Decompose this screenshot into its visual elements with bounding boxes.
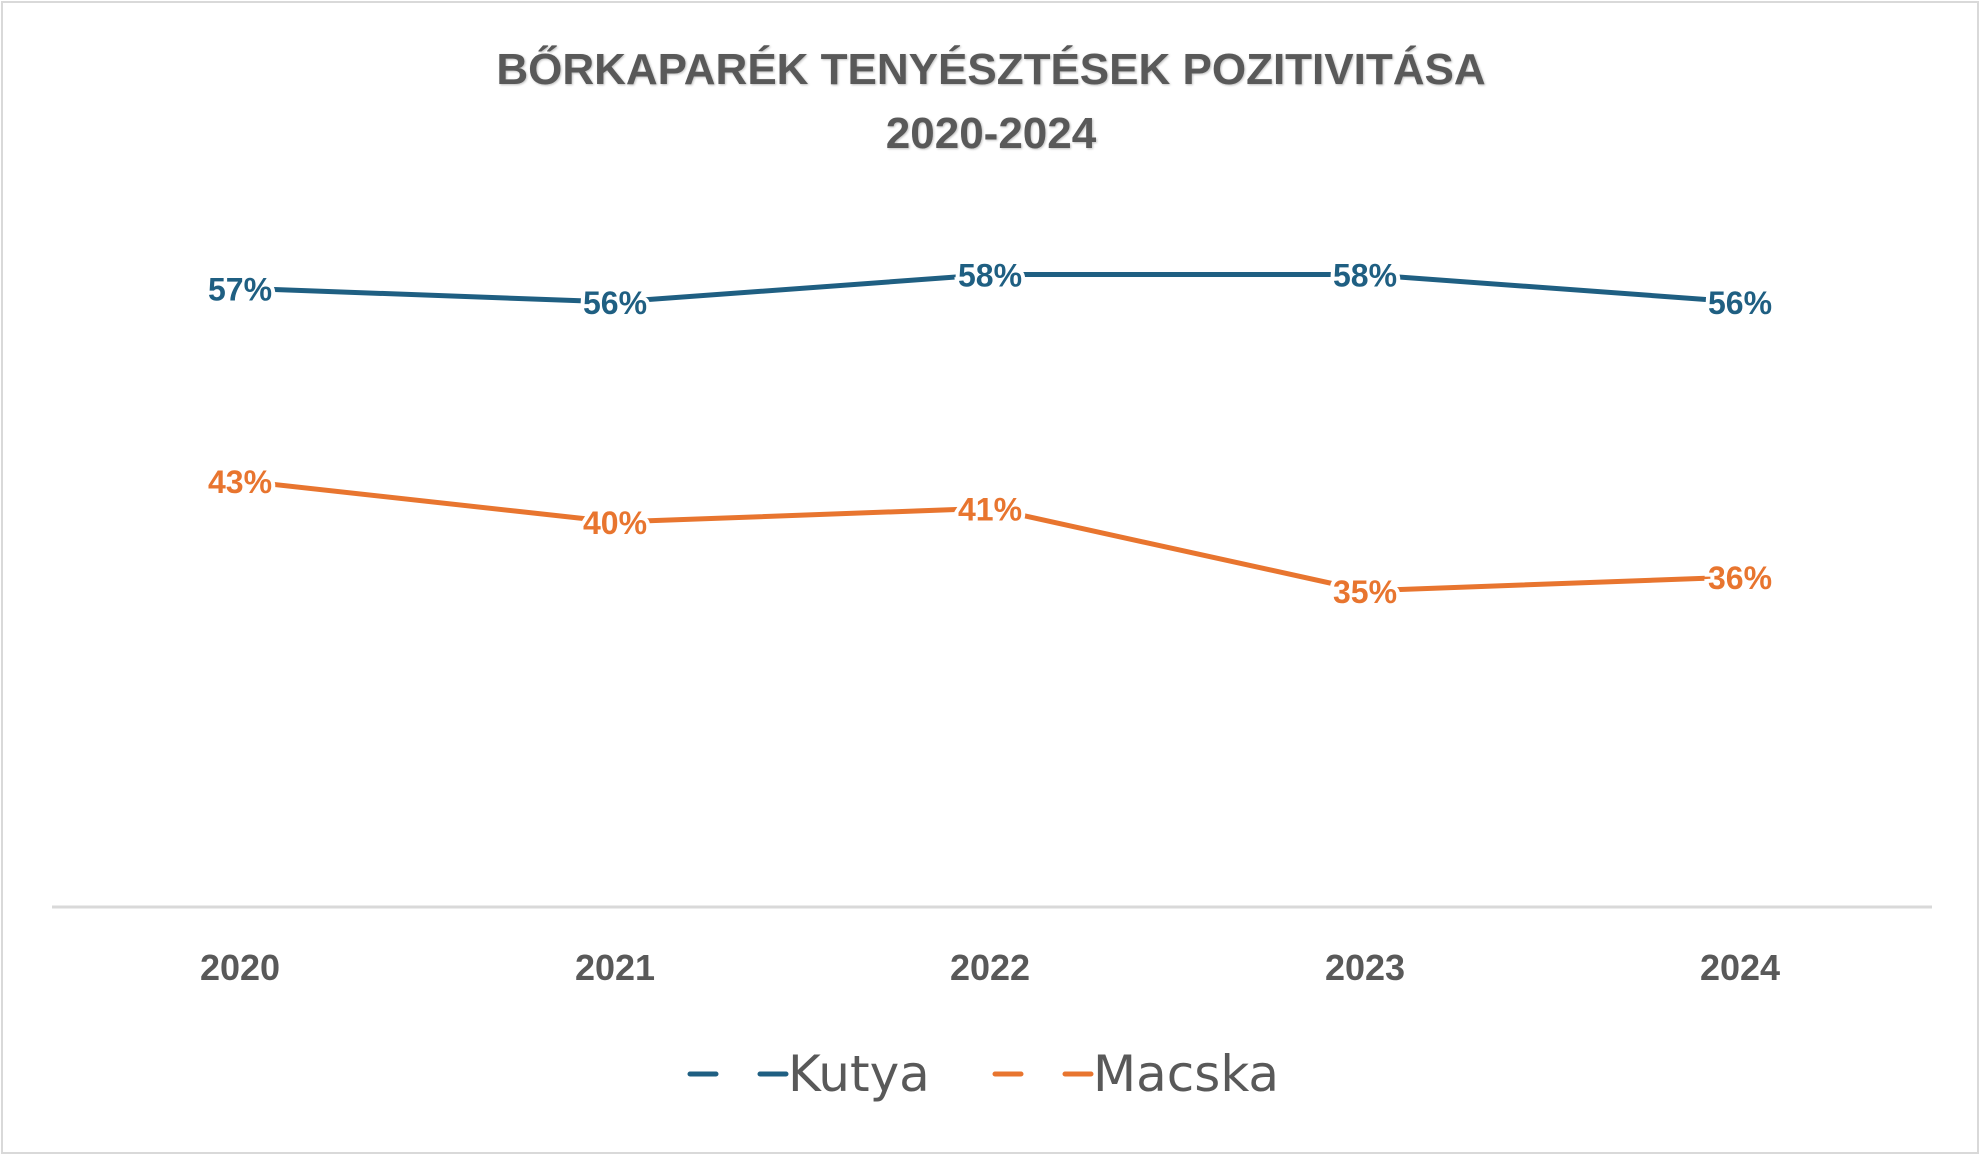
data-label-kutya-2021: 56% — [583, 285, 647, 321]
legend-label-kutya: Kutya — [788, 1045, 930, 1103]
x-tick-label-2024: 2024 — [1700, 947, 1780, 988]
legend-label-macska: Macska — [1093, 1045, 1279, 1103]
x-tick-label-2023: 2023 — [1325, 947, 1405, 988]
series-layer — [237, 272, 1743, 594]
data-label-macska-2020: 43% — [208, 464, 272, 500]
data-label-kutya-2022: 58% — [958, 258, 1022, 294]
x-tick-label-2022: 2022 — [950, 947, 1030, 988]
legend-item-macska: Macska — [992, 1045, 1279, 1103]
x-tick-layer: 2020 2021 2022 2023 2024 — [200, 947, 1780, 988]
chart-subtitle: 2020-2024 — [885, 109, 1097, 158]
data-label-kutya-2024: 56% — [1708, 285, 1772, 321]
data-label-macska-2024: 36% — [1708, 560, 1772, 596]
chart-title-line: BŐRKAPARÉK TENYÉSZTÉSEK POZITIVITÁSA — [496, 45, 1486, 94]
series-line-macska — [237, 478, 1743, 594]
chart-title: BŐRKAPARÉK TENYÉSZTÉSEK POZITIVITÁSA 202… — [0, 38, 1982, 166]
legend: Kutya Macska — [687, 1045, 1279, 1103]
series-line-kutya — [237, 272, 1743, 305]
data-label-macska-2022: 41% — [958, 491, 1022, 527]
data-label-macska-2023: 35% — [1333, 574, 1397, 610]
legend-item-kutya: Kutya — [687, 1045, 930, 1103]
data-label-kutya-2023: 58% — [1333, 258, 1397, 294]
data-label-macska-2021: 40% — [583, 505, 647, 541]
data-label-layer: 57% 56% 58% 58% 56% 43% 40% 41% 35% 36% — [204, 254, 1776, 614]
x-tick-label-2021: 2021 — [575, 947, 655, 988]
x-tick-label-2020: 2020 — [200, 947, 280, 988]
data-label-kutya-2020: 57% — [208, 271, 272, 307]
